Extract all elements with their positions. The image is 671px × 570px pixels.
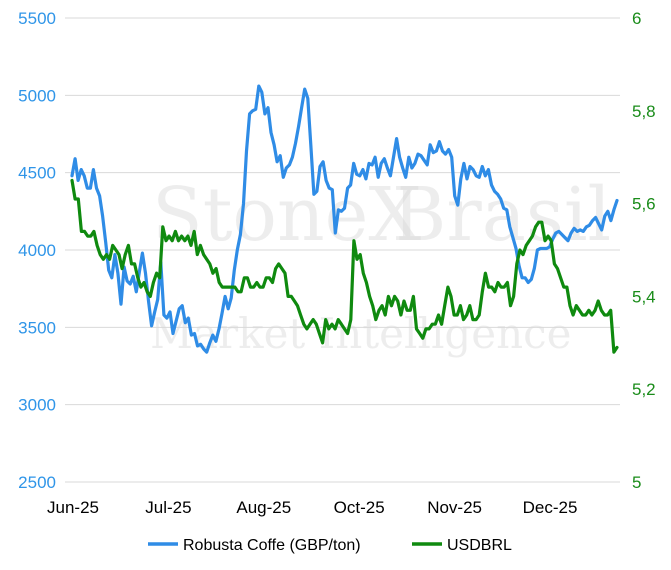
x-axis-tick-label: Jul-25	[145, 498, 191, 517]
legend-label-usdbrl: USDBRL	[447, 537, 512, 554]
watermark-brasil: Brasil	[392, 172, 611, 258]
left-axis-tick-label: 5500	[18, 9, 56, 28]
left-axis-tick-label: 4500	[18, 164, 56, 183]
x-axis-ticks: Jun-25 Jul-25 Aug-25 Oct-25 Nov-25 Dec-25	[47, 498, 577, 517]
series-line	[70, 178, 619, 354]
x-axis-tick-label: Jun-25	[47, 498, 99, 517]
right-axis-tick-label: 5,6	[632, 195, 656, 214]
right-axis-tick-label: 5,2	[632, 380, 656, 399]
left-axis-tick-label: 4000	[18, 241, 56, 260]
x-axis-tick-label: Nov-25	[427, 498, 482, 517]
right-axis-tick-label: 5,8	[632, 102, 656, 121]
left-axis-tick-label: 2500	[18, 473, 56, 492]
left-axis-tick-label: 3500	[18, 318, 56, 337]
watermark-market-intelligence: Market Intelligence	[150, 309, 572, 358]
series-usdbrl	[70, 178, 619, 354]
left-axis-tick-label: 3000	[18, 396, 56, 415]
legend: Robusta Coffe (GBP/ton) USDBRL	[148, 537, 512, 554]
x-axis-tick-label: Dec-25	[523, 498, 578, 517]
right-axis-tick-label: 5	[632, 473, 641, 492]
x-axis-tick-label: Aug-25	[236, 498, 291, 517]
x-axis-tick-label: Oct-25	[334, 498, 385, 517]
series-robusta	[70, 84, 619, 354]
series-line	[70, 84, 619, 354]
legend-label-robusta: Robusta Coffe (GBP/ton)	[183, 537, 361, 554]
right-axis-tick-label: 6	[632, 9, 641, 28]
left-axis-ticks: 2500 3000 3500 4000 4500 5000 5500	[18, 9, 56, 492]
right-axis-ticks: 5 5,2 5,4 5,6 5,8 6	[632, 9, 656, 492]
right-axis-tick-label: 5,4	[632, 287, 656, 306]
left-axis-tick-label: 5000	[18, 86, 56, 105]
